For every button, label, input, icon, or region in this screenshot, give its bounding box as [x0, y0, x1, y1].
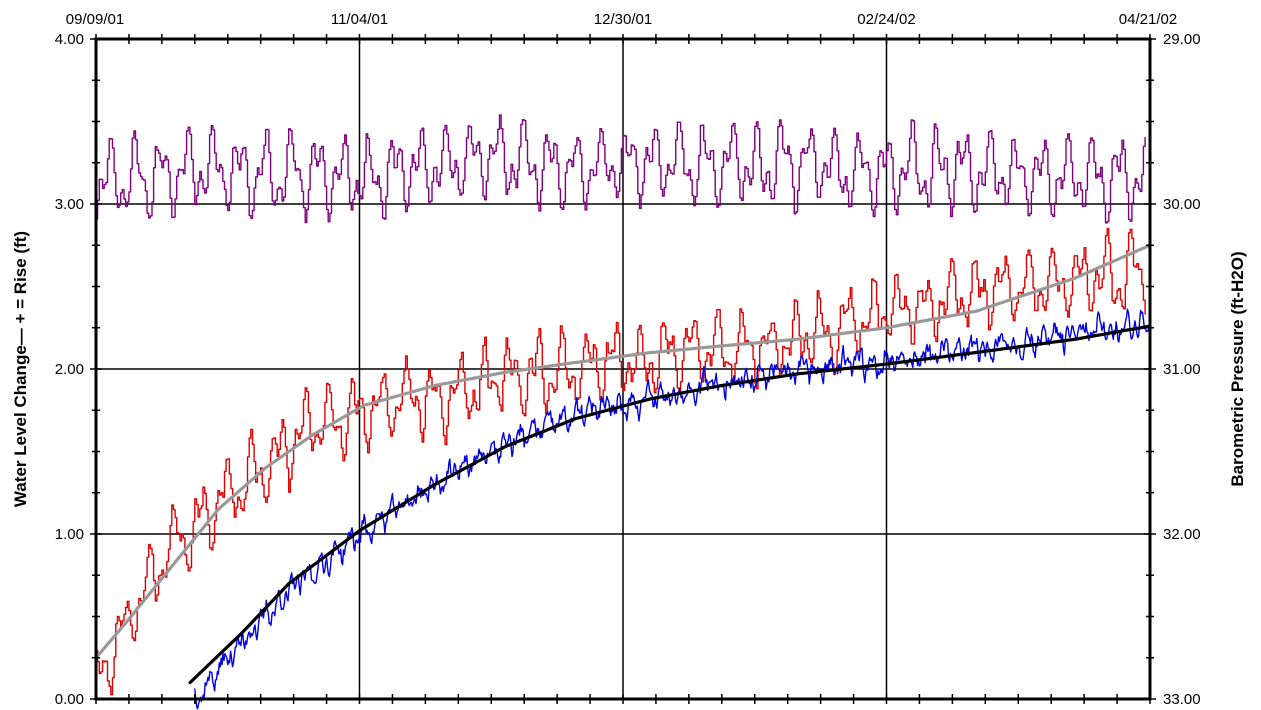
- y-right-tick-label: 31.00: [1163, 361, 1201, 378]
- x-tick-label: 11/04/01: [331, 11, 388, 28]
- y-axis-right-title: Barometric Pressure (ft-H2O): [1228, 251, 1247, 486]
- y-left-tick-label: 3.00: [55, 196, 84, 213]
- y-right-tick-label: 33.00: [1163, 691, 1201, 708]
- y-left-tick-label: 2.00: [55, 361, 84, 378]
- x-tick-label: 09/09/01: [66, 11, 124, 28]
- y-right-tick-label: 30.00: [1163, 196, 1201, 213]
- y-right-tick-label: 32.00: [1163, 526, 1201, 543]
- x-tick-label: 12/30/01: [594, 11, 652, 28]
- y-left-tick-label: 4.00: [55, 31, 84, 48]
- label-layer: 09/09/01 11/04/01 12/30/01 02/24/02 04/21/02…: [55, 11, 1201, 708]
- y-right-tick-label: 29.00: [1163, 31, 1201, 48]
- series-line-4: [190, 326, 1150, 682]
- x-tick-label: 04/21/02: [1119, 11, 1177, 28]
- y-left-tick-label: 1.00: [55, 526, 84, 543]
- y-left-tick-label: 0.00: [55, 691, 84, 708]
- y-axis-left-title: Water Level Change— + = Rise (ft): [11, 231, 30, 507]
- series-line-0: [96, 115, 1145, 223]
- series-line-1: [96, 229, 1145, 695]
- x-tick-label: 02/24/02: [857, 11, 915, 28]
